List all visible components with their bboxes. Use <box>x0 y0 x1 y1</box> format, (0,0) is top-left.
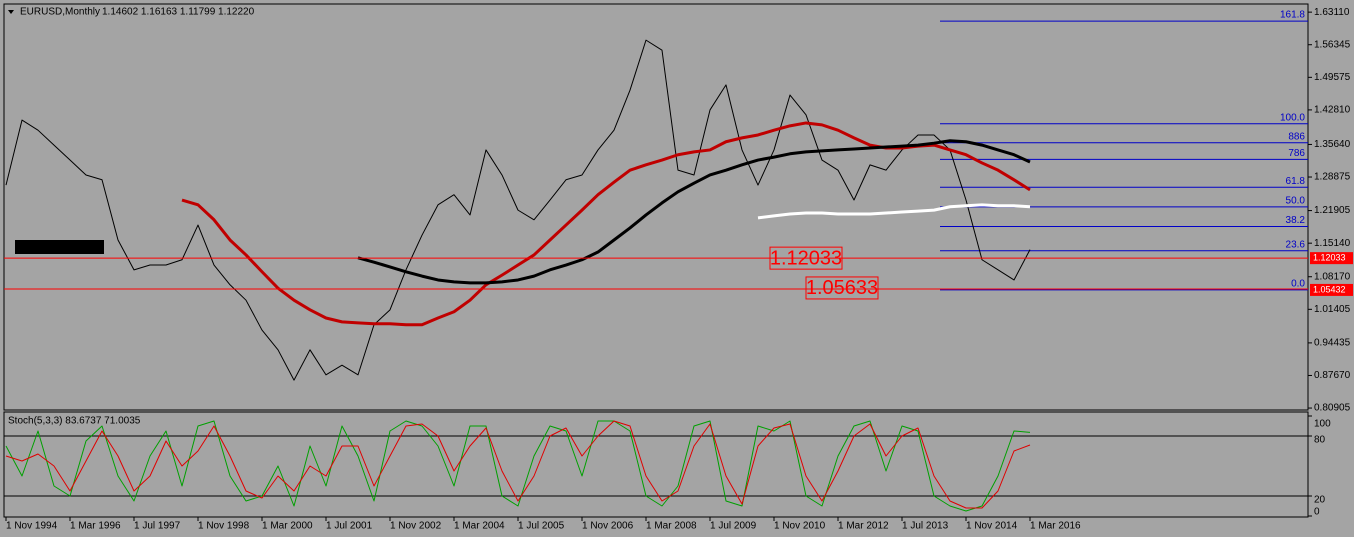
stoch-pane <box>3 411 1309 518</box>
chart-title: EURUSD,Monthly <box>20 7 100 18</box>
series-line <box>5 420 1031 509</box>
y-tick-label: 20 <box>1314 495 1326 506</box>
x-tick-label: 1 Nov 2014 <box>966 521 1018 532</box>
x-tick-label: 1 Nov 2002 <box>390 521 442 532</box>
x-tick-label: 1 Nov 1994 <box>6 521 58 532</box>
y-tick-label: 1.63110 <box>1314 7 1350 18</box>
stoch-title: Stoch(5,3,3) 83.6737 71.0035 <box>8 416 141 427</box>
y-tick-label: 100 <box>1314 419 1331 430</box>
x-tick-label: 1 Mar 2008 <box>646 521 697 532</box>
y-tick-label: 0.94435 <box>1314 338 1351 349</box>
price-tag-label: 1.05432 <box>1313 284 1346 294</box>
y-tick-label: 1.28875 <box>1314 172 1351 183</box>
fib-label: 38.2 <box>1286 215 1306 226</box>
y-tick-label: 1.01405 <box>1314 304 1351 315</box>
x-tick-label: 1 Nov 2010 <box>774 521 826 532</box>
y-tick-label: 1.15140 <box>1314 238 1351 249</box>
fib-label: 100.0 <box>1280 112 1305 123</box>
x-tick-label: 1 Mar 2012 <box>838 521 889 532</box>
y-tick-label: 0.87670 <box>1314 370 1351 381</box>
x-tick-label: 1 Mar 2004 <box>454 521 505 532</box>
price-tag <box>1310 283 1353 296</box>
x-tick-label: 1 Jul 2009 <box>710 521 757 532</box>
fib-label: 50.0 <box>1286 195 1306 206</box>
x-tick-label: 1 Nov 2006 <box>582 521 634 532</box>
menu-arrow <box>8 10 14 14</box>
y-tick-label: 1.08170 <box>1314 271 1351 282</box>
h-line-label: 1.05633 <box>806 277 878 299</box>
h-line-box <box>769 246 843 270</box>
x-tick-label: 1 Jul 1997 <box>134 521 181 532</box>
hidden-label <box>15 240 104 254</box>
y-tick-label: 1.35640 <box>1314 139 1351 150</box>
x-tick-label: 1 Mar 1996 <box>70 521 121 532</box>
y-tick-label: 0 <box>1314 507 1320 518</box>
y-tick-label: 1.49575 <box>1314 72 1351 83</box>
x-tick-label: 1 Nov 1998 <box>198 521 250 532</box>
x-tick-label: 1 Jul 2013 <box>902 521 949 532</box>
series-line <box>5 39 1031 381</box>
series-line <box>5 420 1031 512</box>
fib-label: 0.0 <box>1291 279 1305 290</box>
fib-label: 886 <box>1288 131 1305 142</box>
series-line <box>757 203 1031 220</box>
y-tick-label: 80 <box>1314 435 1326 446</box>
quote: 1.14602 1.16163 1.11799 1.12220 <box>102 7 255 18</box>
fib-label: 23.6 <box>1286 239 1306 250</box>
y-tick-label: 1.56345 <box>1314 39 1351 50</box>
y-tick-label: 1.21905 <box>1314 205 1351 216</box>
fib-label: 161.8 <box>1280 10 1305 21</box>
price-tag <box>1310 252 1353 265</box>
h-line-box <box>805 276 879 300</box>
fib-label: 786 <box>1288 148 1305 159</box>
y-tick-label: 0.80905 <box>1314 403 1351 414</box>
fib-label: 61.8 <box>1286 176 1306 187</box>
series-line <box>357 139 1031 285</box>
x-tick-label: 1 Mar 2000 <box>262 521 313 532</box>
y-tick-label: 1.42810 <box>1314 105 1351 116</box>
price-tag-label: 1.12033 <box>1313 253 1346 263</box>
h-line-label: 1.12033 <box>770 247 842 269</box>
x-tick-label: 1 Jul 2001 <box>326 521 373 532</box>
x-tick-label: 1 Jul 2005 <box>518 521 565 532</box>
x-tick-label: 1 Mar 2016 <box>1030 521 1081 532</box>
